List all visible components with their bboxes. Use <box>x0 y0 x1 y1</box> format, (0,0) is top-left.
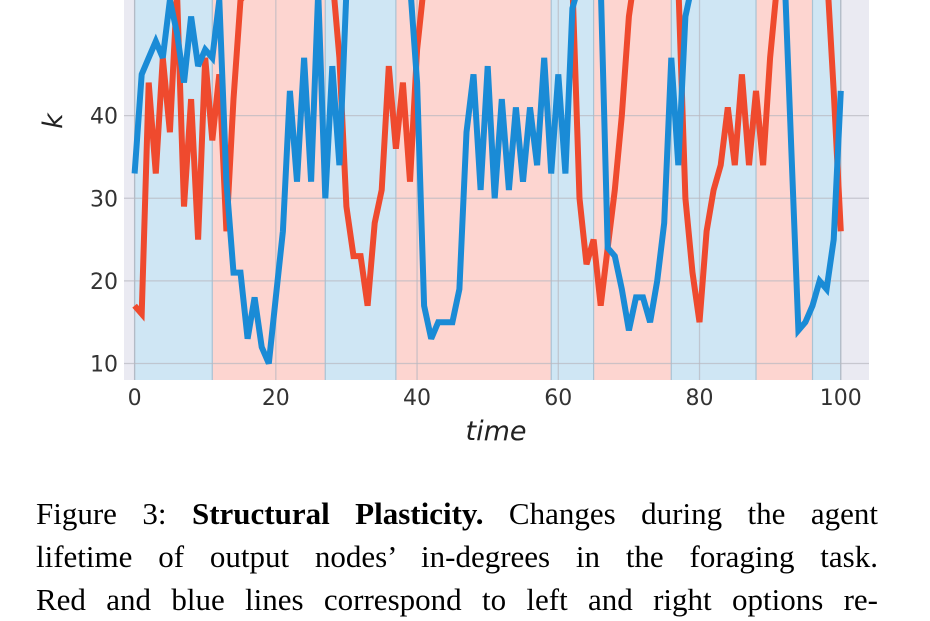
caption-text: lifetime of output nodes’ in-degrees in … <box>36 539 878 574</box>
figure-caption: Figure 3: Structural Plasticity. Changes… <box>36 492 878 621</box>
background-band-blue <box>325 0 396 380</box>
series-line-blue <box>131 0 844 365</box>
caption-title: Structural Plasticity. <box>191 496 484 531</box>
caption-text: Changes during the agent <box>483 496 878 531</box>
y-tick-label: 30 <box>90 187 118 212</box>
y-axis-label: k <box>38 112 69 129</box>
x-tick-label: 20 <box>262 386 290 411</box>
x-tick-label: 80 <box>686 386 714 411</box>
background-band-red <box>756 0 813 380</box>
chart-figure: 0 20 40 60 80 100 10 20 30 40 time k <box>38 0 869 447</box>
x-tick-label: 0 <box>128 386 142 411</box>
y-tick-label: 20 <box>90 270 118 295</box>
y-tick-label: 40 <box>90 105 118 130</box>
x-axis-label: time <box>465 416 526 447</box>
caption-line-2: lifetime of output nodes’ in-degrees in … <box>36 535 878 578</box>
x-tick-label: 60 <box>544 386 572 411</box>
caption-text: Red and blue lines correspond to left an… <box>36 582 878 617</box>
line-chart: 0 20 40 60 80 100 10 20 30 40 time k <box>38 0 869 447</box>
series-line-red <box>132 0 844 323</box>
x-tick-label: 100 <box>820 386 862 411</box>
caption-figure-number: Figure 3: <box>36 496 192 531</box>
caption-line-1: Figure 3: Structural Plasticity. Changes… <box>36 492 878 535</box>
caption-line-3: Red and blue lines correspond to left an… <box>36 578 878 621</box>
x-tick-label: 40 <box>403 386 431 411</box>
y-tick-label: 10 <box>90 352 118 377</box>
